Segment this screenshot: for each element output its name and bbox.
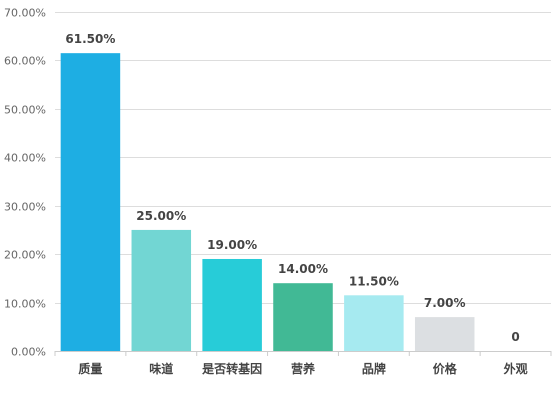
data-label: 19.00% — [207, 238, 257, 252]
y-tick-label: 30.00% — [4, 201, 46, 214]
y-tick-label: 50.00% — [4, 104, 46, 117]
data-label: 61.50% — [65, 32, 115, 46]
bar — [60, 53, 121, 352]
y-tick-label: 20.00% — [4, 249, 46, 262]
bar — [344, 295, 404, 351]
data-label: 25.00% — [136, 209, 186, 223]
data-label: 14.00% — [278, 262, 328, 276]
x-tick-label: 质量 — [78, 361, 102, 376]
data-label: 11.50% — [349, 274, 399, 288]
x-tick-label: 味道 — [149, 361, 173, 376]
data-labels: 61.50% 25.00% 19.00% 14.00% 11.50% 7.00% 0 — [65, 32, 519, 344]
bar — [273, 283, 333, 351]
x-tick-label: 价格 — [433, 361, 458, 376]
grid-lines — [55, 12, 551, 304]
y-tick-label: 70.00% — [4, 7, 46, 20]
x-tick-label: 是否转基因 — [201, 361, 262, 376]
y-axis-ticks: 0.00% 10.00% 20.00% 30.00% 40.00% 50.00% 60.00… — [4, 7, 46, 359]
y-tick-label: 40.00% — [4, 152, 46, 165]
bar — [414, 317, 475, 351]
y-tick-label: 10.00% — [4, 298, 46, 311]
x-tick-label: 外观 — [504, 361, 528, 376]
x-tick-label: 品牌 — [362, 361, 386, 376]
data-label: 0 — [511, 330, 519, 344]
y-tick-label: 0.00% — [11, 346, 46, 359]
x-tick-label: 营养 — [291, 361, 315, 376]
y-tick-label: 60.00% — [4, 55, 46, 68]
x-axis-ticks: 质量 味道 是否转基因 营养 品牌 价格 外观 — [54, 351, 552, 376]
data-label: 7.00% — [424, 296, 466, 310]
bar — [131, 229, 192, 351]
bar — [202, 258, 262, 351]
bars — [60, 53, 475, 352]
